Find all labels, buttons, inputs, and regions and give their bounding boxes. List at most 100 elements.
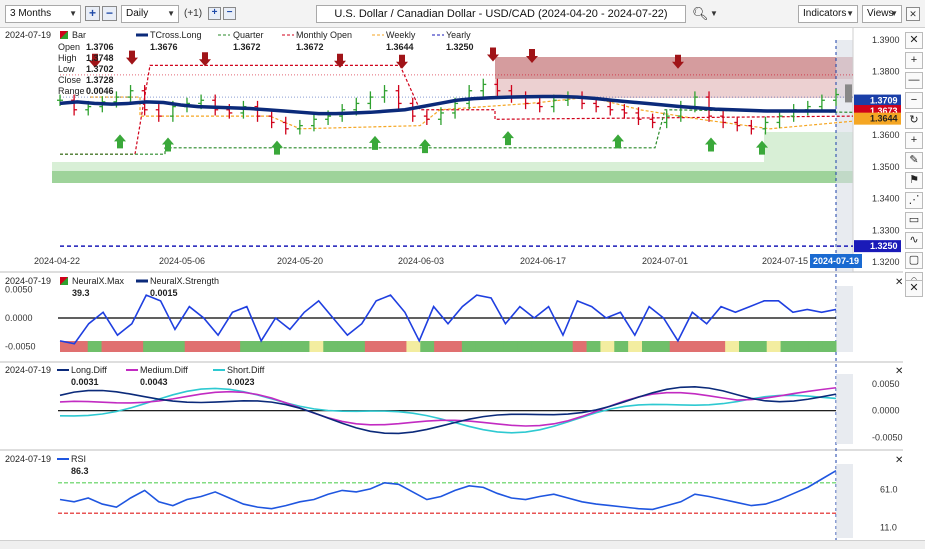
chevron-down-icon: ▼ bbox=[846, 9, 854, 18]
sell-arrow-icon bbox=[526, 49, 538, 64]
close-icon[interactable]: ✕ bbox=[895, 366, 903, 377]
range-select[interactable]: 3 Months ▼ bbox=[5, 5, 81, 23]
neuralx-strength-cell bbox=[184, 341, 200, 352]
tcross-line bbox=[59, 94, 836, 116]
plus-icon[interactable]: + bbox=[905, 132, 923, 149]
toolbar: 3 Months ▼ + − Daily ▼ (+1) + − U.S. Dol… bbox=[0, 0, 925, 28]
neuralx-strength-label: NeuralX.Strength bbox=[150, 276, 219, 286]
price-tick-label: 1.3400 bbox=[872, 194, 900, 204]
weekly-legend-value: 1.3644 bbox=[386, 42, 414, 52]
neuralx-strength-cell bbox=[267, 341, 283, 352]
chevron-down-icon[interactable]: ▼ bbox=[710, 9, 718, 18]
sell-arrow-icon bbox=[199, 52, 211, 67]
sell-arrow-icon bbox=[89, 53, 101, 68]
close-icon[interactable]: ✕ bbox=[895, 455, 903, 466]
neuralx-strength-cell bbox=[392, 341, 407, 352]
chart-canvas[interactable]: 1.39001.38001.37001.36001.35001.34001.33… bbox=[0, 28, 925, 540]
sell-arrow-icon bbox=[126, 50, 138, 65]
yearly-legend-value: 1.3250 bbox=[446, 42, 474, 52]
diff-lines bbox=[59, 386, 837, 435]
short-diff-value: 0.0023 bbox=[227, 377, 255, 387]
neuralx-strength-cell bbox=[378, 341, 394, 352]
neuralx-strength-cell bbox=[558, 341, 574, 352]
neuralx-max-label: NeuralX.Max bbox=[72, 276, 125, 286]
neuralx-strength-cell bbox=[766, 341, 782, 352]
quarter-legend-label: Quarter bbox=[233, 30, 264, 40]
neuralx-strength-cell bbox=[157, 341, 172, 352]
neuralx-strength-cell bbox=[434, 341, 449, 352]
pencil-icon[interactable]: ✎ bbox=[905, 152, 923, 169]
rsi-line bbox=[59, 469, 837, 511]
diff-axis: 0.0050 0.0000 -0.0050 bbox=[58, 374, 903, 444]
weekly-level bbox=[90, 96, 854, 130]
neuralx-max-icon-red bbox=[60, 277, 68, 285]
close-icon[interactable]: ✕ bbox=[905, 280, 923, 297]
search-icon[interactable]: 🔍︎ bbox=[692, 6, 709, 21]
date-tick-label: 2024-05-06 bbox=[159, 256, 205, 266]
neuralx-strength-bar bbox=[60, 341, 837, 352]
rsi-tick-label: 11.0 bbox=[880, 523, 897, 533]
interval-plus-button[interactable]: + bbox=[208, 7, 221, 20]
price-tag-label: 1.3673 bbox=[870, 106, 898, 116]
neuralx-strength-value: 0.0015 bbox=[150, 288, 178, 298]
magnet-icon[interactable]: ↻ bbox=[905, 112, 923, 129]
price-tick-label: 1.3200 bbox=[872, 257, 900, 267]
price-tag bbox=[854, 240, 901, 253]
sell-arrow-icon bbox=[487, 47, 499, 62]
neuralx-future-area bbox=[836, 286, 853, 352]
symbol-title-field[interactable]: U.S. Dollar / Canadian Dollar - USD/CAD … bbox=[316, 5, 686, 23]
zoom-out-button[interactable]: − bbox=[102, 6, 117, 21]
chevron-down-icon: ▼ bbox=[890, 9, 898, 18]
interval-minus-button[interactable]: − bbox=[223, 7, 236, 20]
rsi-polyline bbox=[59, 469, 837, 511]
trendlines-icon[interactable]: ⋰ bbox=[905, 192, 923, 209]
horizontal-scrollbar[interactable] bbox=[0, 540, 925, 549]
price-tag-label: 1.3709 bbox=[870, 96, 898, 106]
neuralx-strength-line bbox=[59, 294, 837, 345]
current-bar-marker bbox=[845, 84, 852, 103]
ohlc-label: Range bbox=[58, 86, 85, 96]
buy-arrow-icon bbox=[756, 140, 768, 155]
neuralx-strength-cell bbox=[129, 341, 144, 352]
indicators-button[interactable]: Indicators ▼ bbox=[798, 5, 858, 23]
plus-icon[interactable]: + bbox=[905, 52, 923, 69]
ohlc-value: 1.3748 bbox=[86, 53, 114, 63]
ohlc-label: High bbox=[58, 53, 77, 63]
neuralx-strength-cell bbox=[600, 341, 615, 352]
squiggle-icon[interactable]: ∿ bbox=[905, 232, 923, 249]
comment-icon[interactable]: ▭ bbox=[905, 212, 923, 229]
tcross-long-line bbox=[59, 94, 836, 116]
date-tick-label: 2024-06-17 bbox=[520, 256, 566, 266]
views-button[interactable]: Views ▼ bbox=[862, 5, 902, 23]
interval-count: (+1) bbox=[184, 8, 203, 19]
rsi-axis: 61.0 11.0 bbox=[58, 464, 898, 538]
close-icon[interactable]: ✕ bbox=[895, 277, 903, 288]
date-tick-label: 2024-05-20 bbox=[277, 256, 323, 266]
rsi-tick-label: 61.0 bbox=[880, 485, 898, 495]
neuralx-strength-polyline bbox=[59, 294, 837, 345]
neuralx-strength-cell bbox=[295, 341, 310, 352]
long-diff-value: 0.0031 bbox=[71, 377, 99, 387]
ohlc-label: Low bbox=[58, 64, 75, 74]
buy-arrow-icon bbox=[162, 137, 174, 152]
horizontal-line-icon[interactable]: — bbox=[905, 72, 923, 89]
neuralx-strength-cell bbox=[309, 341, 324, 352]
neuralx-strength-cell bbox=[752, 341, 768, 352]
minus-icon[interactable]: − bbox=[905, 92, 923, 109]
neuralx-strength-cell bbox=[780, 341, 795, 352]
close-icon[interactable]: ✕ bbox=[905, 32, 923, 49]
neuralx-strength-cell bbox=[669, 341, 685, 352]
quarter-level bbox=[60, 109, 854, 155]
yearly-legend-label: Yearly bbox=[446, 30, 471, 40]
close-icon[interactable]: ✕ bbox=[906, 7, 920, 21]
long-diff-label: Long.Diff bbox=[71, 365, 107, 375]
neuralx-strength-cell bbox=[642, 341, 657, 352]
neuralx-strength-cell bbox=[337, 341, 352, 352]
interval-select[interactable]: Daily ▼ bbox=[121, 5, 179, 23]
flag-icon[interactable]: ⚑ bbox=[905, 172, 923, 189]
zoom-in-button[interactable]: + bbox=[85, 6, 100, 21]
diff-future-area bbox=[836, 374, 853, 444]
diff-panel-date: 2024-07-19 bbox=[5, 365, 51, 375]
frame-icon[interactable]: ▢ bbox=[905, 252, 923, 269]
